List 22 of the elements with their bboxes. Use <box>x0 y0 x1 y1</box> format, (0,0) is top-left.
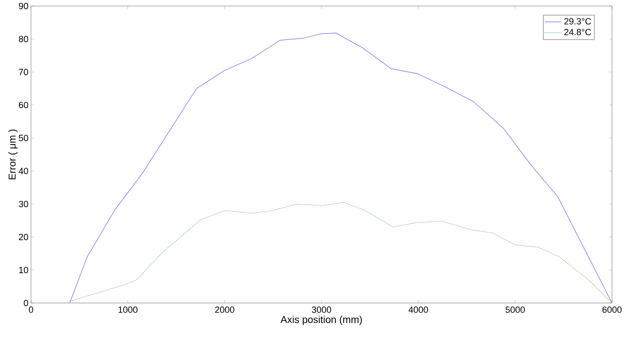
y-tick-label: 20 <box>18 234 28 240</box>
x-tick-label: 4000 <box>408 306 428 313</box>
legend-label: 24.8°C <box>564 28 592 36</box>
y-tick-label: 80 <box>18 36 28 42</box>
x-tick-label: 5000 <box>506 306 525 313</box>
y-tick-label: 70 <box>18 68 28 76</box>
y-tick-label: 30 <box>18 200 28 208</box>
x-tick-label: 2000 <box>215 306 234 313</box>
y-tick-label: 60 <box>18 102 28 108</box>
y-tick-label: 90 <box>18 2 28 10</box>
x-tick-label: 6000 <box>602 306 622 313</box>
x-axis-title: Axis position (mm) <box>280 316 362 326</box>
x-tick-label: 1000 <box>118 306 138 313</box>
y-tick-label: 0 <box>24 300 28 306</box>
line-series <box>69 202 612 303</box>
y-tick-label: 50 <box>18 134 28 142</box>
legend-label: 29.3°C <box>564 18 592 24</box>
y-axis-title: Error ( μm ) <box>8 130 18 180</box>
x-tick-label: 0 <box>28 306 34 313</box>
x-tick-label: 3000 <box>312 306 332 313</box>
y-tick-label: 10 <box>19 266 28 274</box>
y-tick-label: 40 <box>18 168 28 174</box>
